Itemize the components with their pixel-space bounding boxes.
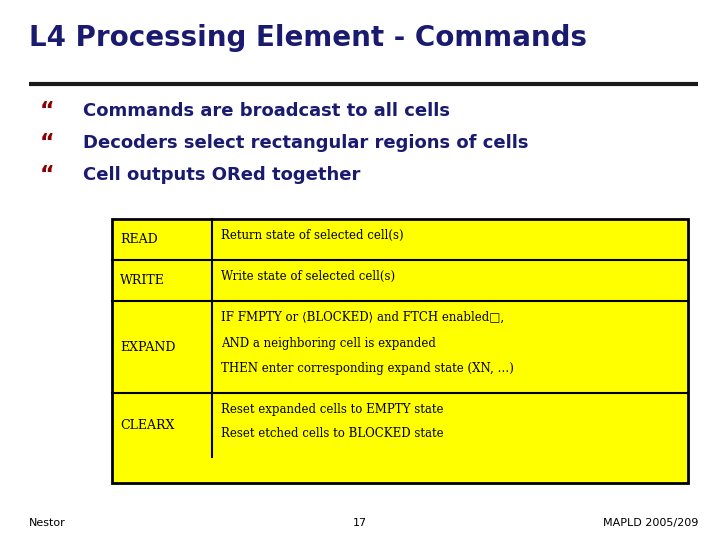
Text: IF FMPTY or ⟨BLOCKED⟩ and FTCH enabled□,: IF FMPTY or ⟨BLOCKED⟩ and FTCH enabled□, bbox=[221, 311, 504, 324]
Text: Decoders select rectangular regions of cells: Decoders select rectangular regions of c… bbox=[83, 134, 528, 152]
Text: Reset expanded cells to EMPTY state: Reset expanded cells to EMPTY state bbox=[221, 403, 444, 416]
Bar bbox=[112, 219, 688, 483]
Text: Write state of selected cell(s): Write state of selected cell(s) bbox=[221, 270, 395, 283]
Text: MAPLD 2005/209: MAPLD 2005/209 bbox=[603, 518, 698, 528]
Text: L4 Processing Element - Commands: L4 Processing Element - Commands bbox=[29, 24, 587, 52]
Text: READ: READ bbox=[120, 233, 158, 246]
Text: EXPAND: EXPAND bbox=[120, 341, 176, 354]
Text: CLEARX: CLEARX bbox=[120, 418, 175, 431]
Text: Commands are broadcast to all cells: Commands are broadcast to all cells bbox=[83, 102, 450, 120]
Text: “: “ bbox=[40, 133, 54, 153]
Text: “: “ bbox=[40, 100, 54, 121]
Text: AND a neighboring cell is expanded: AND a neighboring cell is expanded bbox=[221, 336, 436, 350]
Text: 17: 17 bbox=[353, 518, 367, 528]
Text: WRITE: WRITE bbox=[120, 274, 165, 287]
Text: “: “ bbox=[40, 165, 54, 186]
Text: Nestor: Nestor bbox=[29, 518, 66, 528]
Text: Return state of selected cell(s): Return state of selected cell(s) bbox=[221, 229, 404, 242]
Text: Cell outputs ORed together: Cell outputs ORed together bbox=[83, 166, 360, 185]
Text: Reset etched cells to BLOCKED state: Reset etched cells to BLOCKED state bbox=[221, 427, 444, 440]
Text: THEN enter corresponding expand state (XN, …): THEN enter corresponding expand state (X… bbox=[221, 362, 514, 375]
